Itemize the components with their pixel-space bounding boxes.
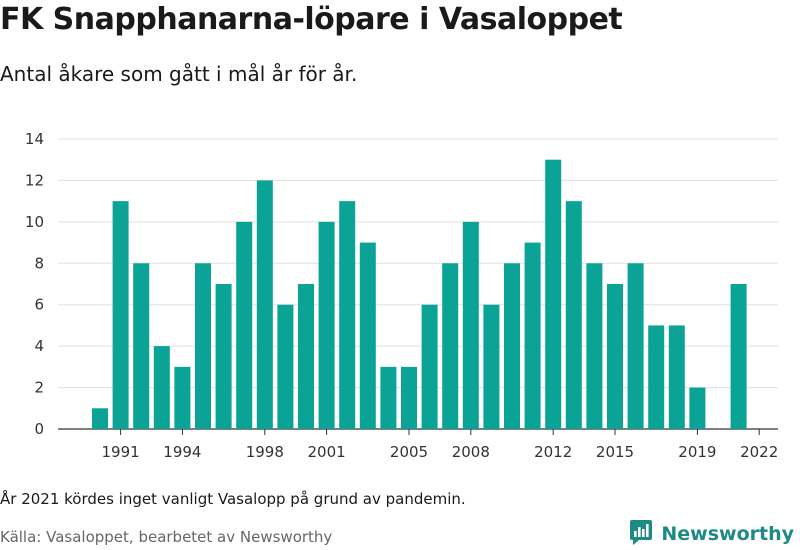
bar-1999 — [277, 304, 294, 429]
chart-subtitle: Antal åkare som gått i mål år för år. — [0, 62, 358, 86]
x-tick-label: 1994 — [163, 443, 201, 461]
bar-2002 — [339, 201, 356, 429]
y-tick-label: 0 — [34, 420, 44, 438]
bar-2019 — [689, 387, 706, 429]
bar-2013 — [565, 201, 582, 429]
bar-2000 — [298, 284, 314, 429]
bar-2009 — [483, 304, 500, 429]
bar-2018 — [668, 325, 685, 429]
y-tick-label: 10 — [25, 213, 44, 231]
y-axis: 0 2 4 6 8 10 12 14 — [25, 130, 44, 438]
bar-2021 — [730, 284, 747, 429]
x-tick-label: 2008 — [452, 443, 490, 461]
bar-2001 — [318, 221, 335, 429]
bar-chart: 0 2 4 6 8 10 12 14 1991 1994 1998 2001 2005 2008 2012… — [25, 130, 778, 461]
x-tick-label: 2015 — [596, 443, 634, 461]
footnote: År 2021 kördes inget vanligt Vasalopp på… — [0, 490, 466, 508]
chart-title: FK Snapphanarna-löpare i Vasaloppet — [0, 2, 623, 37]
bar-2014 — [586, 263, 603, 429]
bar-1997 — [236, 221, 253, 429]
y-tick-label: 12 — [25, 171, 44, 189]
bar-1990 — [92, 408, 108, 429]
bar-2017 — [648, 325, 665, 429]
bar-2006 — [421, 304, 438, 429]
y-tick-label: 6 — [34, 296, 44, 314]
x-tick-label: 1998 — [246, 443, 284, 461]
bar-2008 — [462, 221, 479, 429]
x-tick-label: 2012 — [534, 443, 572, 461]
bar-2005 — [401, 366, 417, 429]
y-tick-label: 4 — [34, 337, 44, 355]
bar-2016 — [627, 263, 644, 429]
bar-1996 — [215, 284, 232, 429]
bar-1995 — [195, 263, 211, 429]
x-tick-label: 2022 — [740, 443, 778, 461]
x-tick-label: 2001 — [308, 443, 346, 461]
y-tick-label: 8 — [34, 254, 44, 272]
bar-1994 — [174, 366, 191, 429]
x-tick-label: 1991 — [102, 443, 140, 461]
bar-2003 — [359, 242, 376, 429]
y-tick-label: 14 — [25, 130, 44, 148]
bar-2015 — [607, 284, 623, 429]
x-tick-label: 2005 — [390, 443, 428, 461]
bar-2004 — [380, 366, 397, 429]
x-axis: 1991 1994 1998 2001 2005 2008 2012 2015 2019 2022 — [102, 429, 778, 461]
bars — [92, 159, 747, 429]
bar-1993 — [153, 346, 170, 429]
x-tick-label: 2019 — [678, 443, 716, 461]
bar-1998 — [256, 180, 273, 429]
bar-1991 — [112, 201, 129, 429]
bar-2007 — [442, 263, 459, 429]
y-tick-label: 2 — [34, 379, 44, 397]
bar-1992 — [133, 263, 150, 429]
brand[interactable]: Newsworthy — [629, 518, 794, 550]
bar-2011 — [524, 242, 541, 429]
bar-2010 — [504, 263, 520, 429]
source-text: Källa: Vasaloppet, bearbetet av Newswort… — [0, 528, 333, 546]
brand-name: Newsworthy — [661, 523, 794, 545]
bar-2012 — [545, 159, 562, 429]
newsworthy-logo-icon — [629, 518, 653, 550]
